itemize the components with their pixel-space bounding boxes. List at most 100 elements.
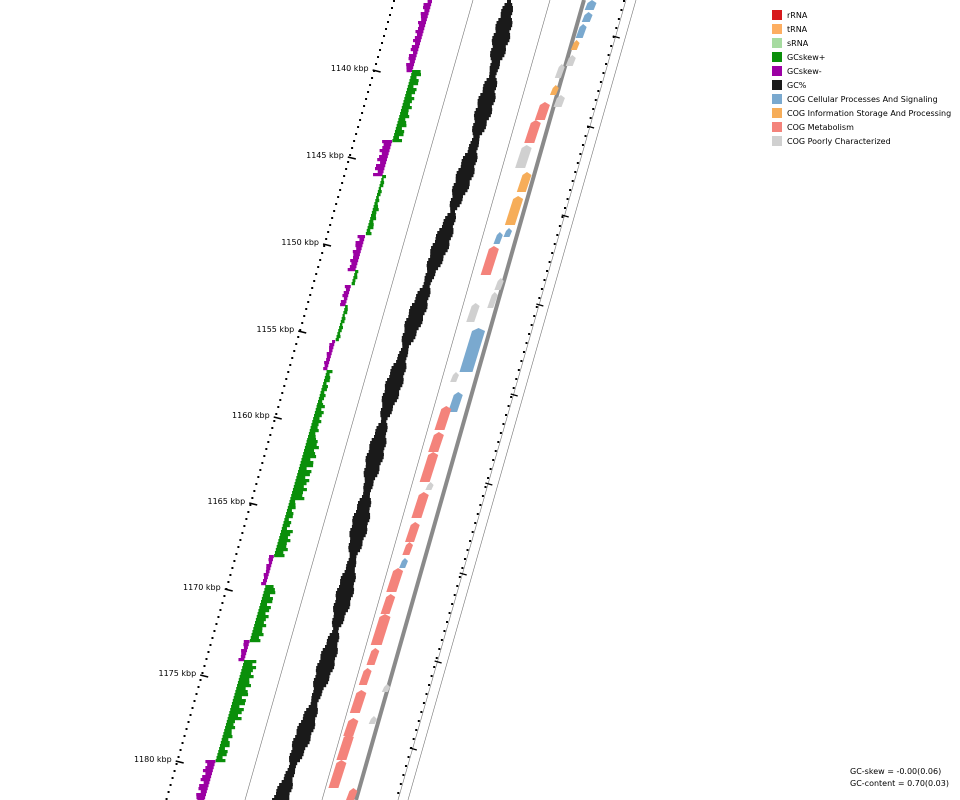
ruler-major-tick [372, 69, 381, 73]
gc-content-bar [380, 408, 393, 412]
gc-content-bar [425, 273, 436, 277]
legend-swatch [772, 94, 782, 104]
gc-content-bar [296, 729, 314, 733]
legend-item: GCskew- [772, 64, 951, 78]
gc-content-bar [478, 96, 496, 100]
ruler-dot [247, 511, 250, 513]
gc-content-bar [447, 213, 456, 217]
gc-skew-bar [316, 405, 325, 409]
gc-skew-bar [379, 184, 384, 188]
gc-content-bar [490, 54, 505, 58]
gc-content-bar [332, 624, 342, 628]
gc-skew-bar [318, 400, 323, 404]
gc-skew-bar [237, 681, 250, 685]
gc-skew-bar [199, 784, 209, 788]
ruler-dot [369, 84, 372, 86]
ruler-dot [333, 210, 336, 212]
gc-skew-bar [266, 567, 271, 571]
legend-swatch [772, 108, 782, 118]
gc-content-bar [281, 780, 293, 784]
ruler-dot [285, 378, 288, 380]
ruler-dot-inner [610, 45, 613, 47]
gc-content-bar [422, 285, 430, 289]
gc-content-bar [333, 615, 345, 619]
ruler-dot [331, 217, 334, 219]
ruler-dot [339, 189, 342, 191]
gc-content-bar [380, 420, 387, 424]
gene-feature [466, 303, 480, 322]
gc-skew-bar [280, 533, 291, 537]
ruler-dot [261, 462, 264, 464]
ruler-dot [259, 469, 262, 471]
ruler-dot [287, 371, 290, 373]
gc-content-bar [472, 126, 486, 130]
ruler-dot-inner [579, 153, 582, 155]
gc-content-bar [363, 486, 373, 490]
gc-skew-bar [396, 124, 407, 128]
gc-content-bar [402, 345, 409, 349]
gc-skew-bar [354, 273, 358, 277]
gc-skew-bar [423, 6, 431, 10]
ruler-major-tick [273, 416, 282, 420]
ruler-dot-inner [530, 324, 533, 326]
ruler-dot [293, 350, 296, 352]
gc-content-bar [335, 597, 351, 601]
gc-skew-bar [379, 155, 388, 159]
gc-skew-bar [400, 112, 409, 116]
gene-feature [480, 246, 499, 275]
gene-feature [553, 95, 565, 107]
gc-skew-bar [309, 429, 319, 433]
gc-skew-bar [292, 488, 307, 492]
gc-content-bar [430, 255, 444, 259]
ruler-dot [235, 553, 238, 555]
ruler-dot-inner [540, 288, 543, 290]
gene-feature [405, 522, 420, 542]
gc-content-bar [345, 567, 355, 571]
gc-content-bar [382, 402, 395, 406]
ruler-inner-tick [536, 303, 544, 307]
gc-content-bar [337, 588, 355, 592]
gc-skew-bar [229, 711, 242, 715]
ruler-dot [323, 245, 326, 247]
gc-content-stat: GC-content = 0.70(0.03) [850, 779, 949, 788]
genome-stats: GC-skew = -0.00(0.06) GC-content = 0.70(… [850, 766, 949, 790]
gc-content-bar [335, 594, 353, 598]
ruler-dot-inner [499, 432, 502, 434]
gc-content-bar [460, 165, 475, 169]
gc-content-bar [369, 447, 385, 451]
gc-skew-bar [262, 594, 271, 598]
gc-skew-bar [323, 367, 328, 371]
gc-skew-bar [254, 624, 267, 628]
gc-content-bar [357, 504, 371, 508]
gc-content-bar [472, 132, 483, 136]
gc-content-bar [473, 135, 480, 139]
ruler-major-tick [175, 760, 184, 764]
gc-content-bar [498, 18, 512, 22]
ruler-label: 1160 kbp [232, 411, 270, 420]
gc-skew-bar [324, 361, 330, 365]
ruler-dot-inner [538, 297, 541, 299]
ruler-dot [361, 112, 364, 114]
ruler-dot [203, 665, 206, 667]
gc-skew-bar [326, 352, 332, 356]
gc-skew-bar [410, 48, 419, 52]
gc-skew-bar [243, 660, 257, 664]
legend-label: GC% [787, 80, 807, 90]
gc-content-bar [293, 738, 311, 742]
gc-content-bar [400, 348, 409, 352]
ruler-dot-inner [428, 684, 431, 686]
ruler-dot [251, 497, 254, 499]
gc-content-bar [453, 183, 470, 187]
ruler-dot [193, 700, 196, 702]
gc-skew-bar [292, 491, 304, 495]
ruler-dot-inner [463, 558, 466, 560]
gc-skew-bar [381, 152, 389, 156]
gc-skew-bar [263, 591, 276, 595]
ruler-dot-inner [574, 171, 577, 173]
gc-skew-bar [284, 518, 289, 522]
gc-skew-bar [323, 382, 327, 386]
gc-skew-bar [222, 735, 233, 739]
gc-content-bar [426, 267, 439, 271]
ruler-dot [309, 294, 312, 296]
gc-skew-bar [261, 582, 267, 586]
